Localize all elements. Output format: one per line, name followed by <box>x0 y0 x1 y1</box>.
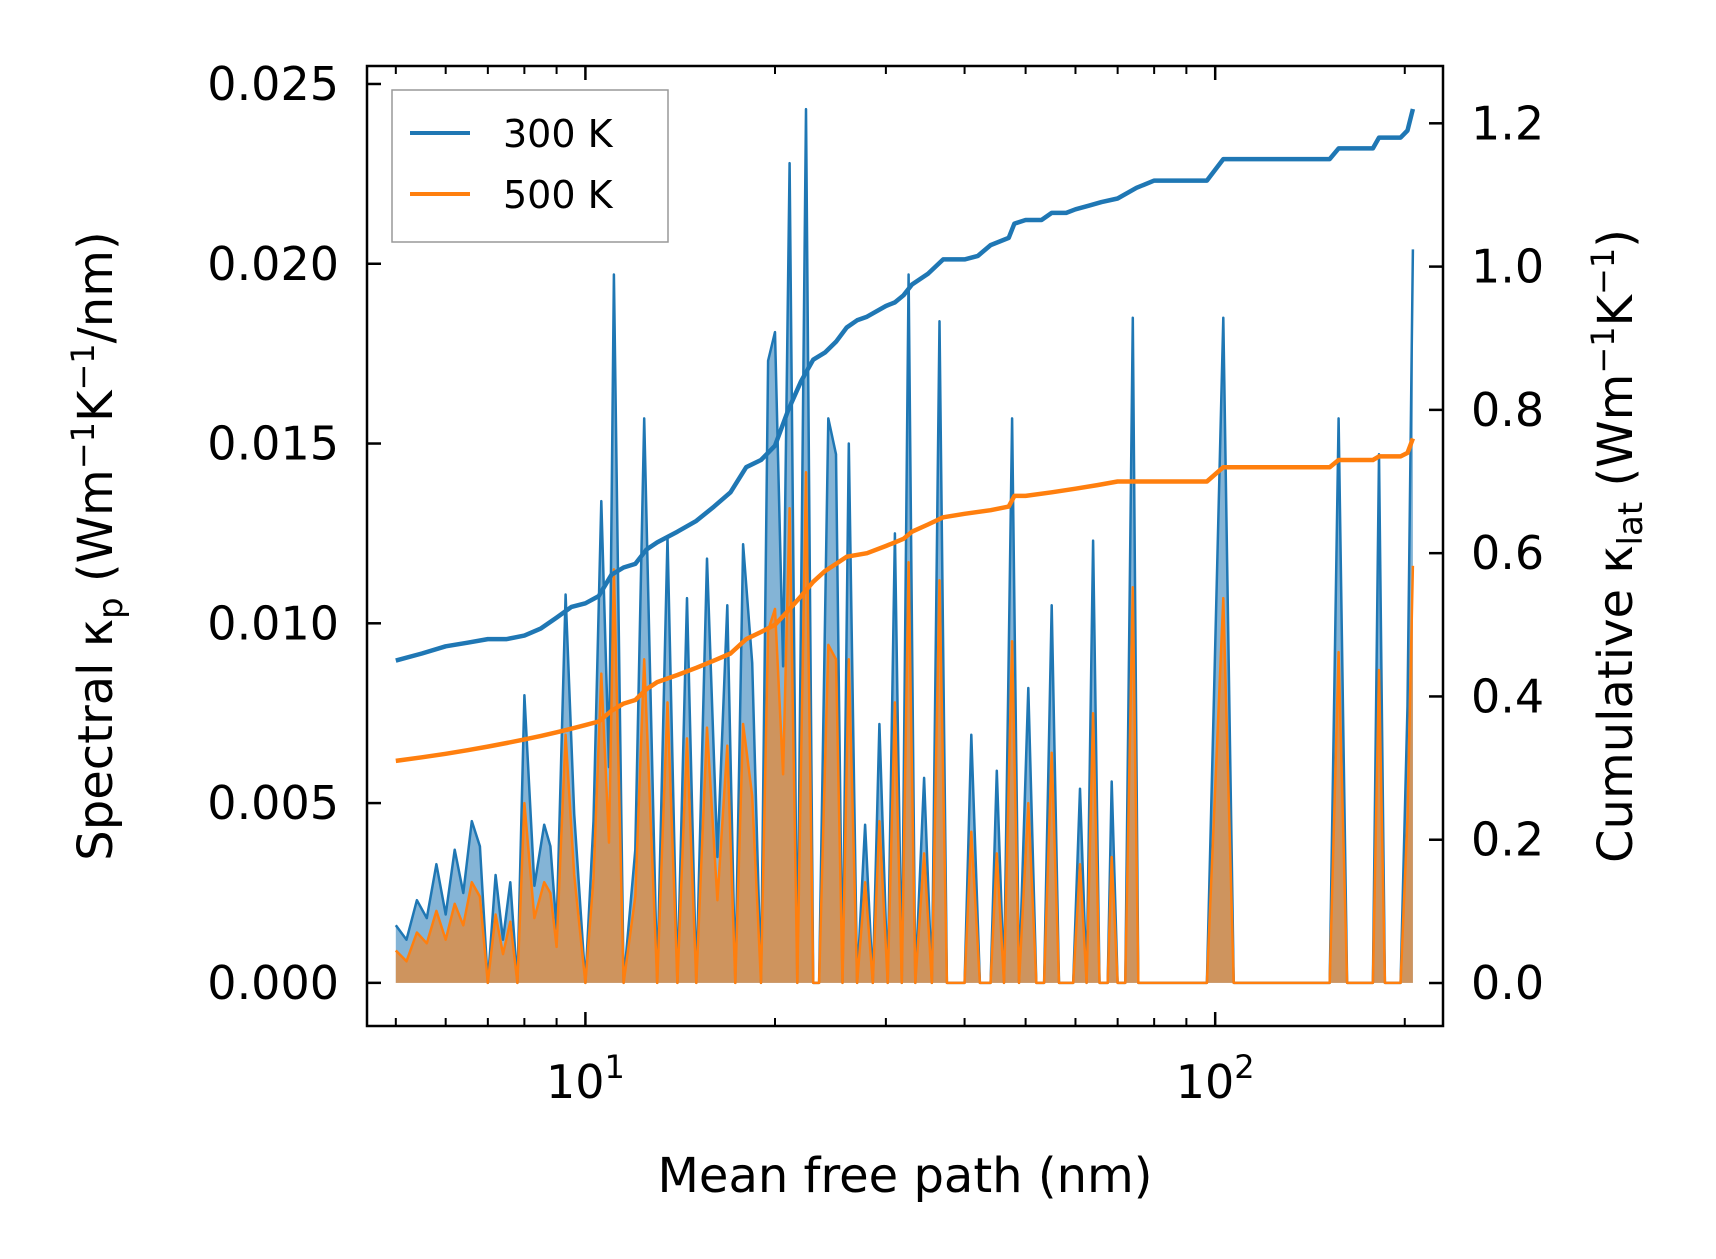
y2-axis-label-units-open: (Wm <box>1588 374 1644 502</box>
y2-axis-label-exp1: −1 <box>1584 326 1622 373</box>
x-tick-label: 101 <box>546 1048 625 1109</box>
y2-tick-label: 1.0 <box>1471 240 1544 294</box>
y-tick-label: 0.025 <box>207 57 339 111</box>
y-axis-label-units-open: (Wm <box>68 469 124 597</box>
y2-axis-label: Cumulative κlat (Wm−1K−1) <box>1584 229 1651 863</box>
y2-tick-label: 1.2 <box>1471 96 1544 150</box>
y-axis-label: Spectral κp (Wm−1K−1/nm) <box>64 231 131 860</box>
spectral-line-500k <box>394 471 1415 985</box>
y-tick-label: 0.020 <box>207 237 339 291</box>
series-layer <box>394 107 1416 985</box>
y2-axis-label-main: Cumulative κ <box>1588 545 1644 863</box>
y-tick-label: 0.015 <box>207 417 339 471</box>
y2-tick-label: 0.4 <box>1471 669 1544 723</box>
x-tick-exponent: 1 <box>604 1048 624 1086</box>
y2-axis-label-mid: K <box>1588 293 1644 326</box>
y-axis-label-sub: p <box>91 597 131 619</box>
x-tick-base: 10 <box>546 1055 605 1109</box>
y-axis-label-exp1: −1 <box>64 422 102 469</box>
spectral-area-500k <box>395 472 1413 983</box>
y-axis-label-mid: K <box>68 389 124 422</box>
legend-label-500k: 500 K <box>503 173 614 217</box>
cumulative-line-500k <box>395 437 1416 764</box>
y-tick-label: 0.005 <box>207 776 339 830</box>
legend-label-300k: 300 K <box>503 112 614 156</box>
y2-tick-label: 0.8 <box>1471 383 1544 437</box>
x-axis-label: Mean free path (nm) <box>658 1148 1153 1204</box>
y2-tick-label: 0.6 <box>1471 526 1544 580</box>
y-axis-label-exp2: −1 <box>64 343 102 390</box>
y2-axis-label-exp2: −1 <box>1584 248 1622 295</box>
x-tick-exponent: 2 <box>1234 1048 1254 1086</box>
y2-tick-label: 0.0 <box>1471 956 1544 1010</box>
x-tick-label: 102 <box>1176 1048 1255 1109</box>
y-axis-label-main: Spectral κ <box>68 619 124 861</box>
spectral-area-300k <box>395 109 1413 983</box>
x-tick-base: 10 <box>1176 1055 1235 1109</box>
legend-frame <box>391 89 669 243</box>
y2-axis-label-sub: lat <box>1611 502 1651 546</box>
y-tick-label: 0.000 <box>207 956 339 1010</box>
plot-frame <box>365 64 1445 1028</box>
tick-layer: 0.000 0.005 0.010 0.015 0.020 0.025 0.0 0.2 0.4 0… <box>207 57 1544 1109</box>
y-axis-label-units-close: /nm) <box>68 231 124 343</box>
y-tick-label: 0.010 <box>207 596 339 650</box>
cumulative-line-300k <box>395 108 1416 663</box>
y2-axis-label-units-close: ) <box>1588 229 1644 248</box>
y2-tick-label: 0.2 <box>1471 813 1544 867</box>
legend: 300 K 500 K <box>391 89 669 243</box>
